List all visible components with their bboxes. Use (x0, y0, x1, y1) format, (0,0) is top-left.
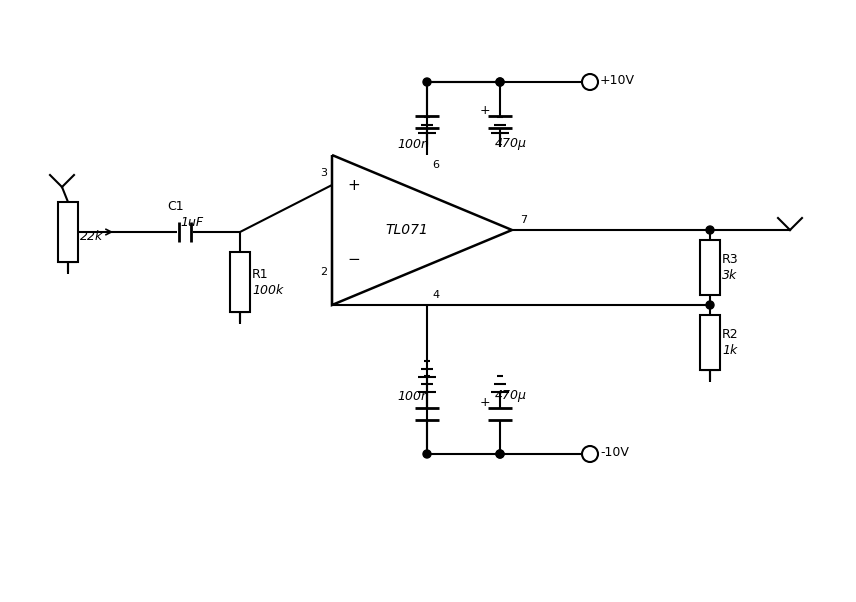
Text: +: + (480, 104, 490, 117)
Text: 100k: 100k (252, 284, 283, 297)
Text: +10V: +10V (600, 73, 635, 87)
Circle shape (706, 301, 714, 309)
Text: 470μ: 470μ (495, 137, 527, 150)
Text: 470μ: 470μ (495, 389, 527, 403)
Text: 1k: 1k (722, 344, 737, 357)
Text: 100n: 100n (397, 389, 429, 403)
Circle shape (496, 78, 504, 86)
Text: −: − (348, 252, 360, 267)
Circle shape (582, 446, 598, 462)
FancyBboxPatch shape (700, 240, 720, 295)
Circle shape (423, 450, 431, 458)
Circle shape (496, 450, 504, 458)
Circle shape (496, 78, 504, 86)
Text: 3k: 3k (722, 269, 737, 282)
Text: 100n: 100n (397, 137, 429, 150)
Text: 22k: 22k (80, 231, 104, 243)
Text: TL071: TL071 (385, 223, 429, 237)
Text: C1: C1 (167, 200, 184, 214)
Text: R3: R3 (722, 253, 739, 266)
Text: -10V: -10V (600, 445, 629, 459)
Text: 4: 4 (432, 290, 439, 300)
Text: 7: 7 (520, 215, 527, 225)
Text: 2: 2 (320, 267, 327, 277)
Circle shape (423, 78, 431, 86)
Text: 1uF: 1uF (180, 216, 203, 229)
Circle shape (496, 450, 504, 458)
Circle shape (582, 74, 598, 90)
Text: 3: 3 (320, 168, 327, 178)
Text: +: + (348, 178, 360, 193)
FancyBboxPatch shape (700, 315, 720, 370)
Text: 6: 6 (432, 160, 439, 170)
Circle shape (706, 226, 714, 234)
FancyBboxPatch shape (58, 202, 78, 262)
Text: R1: R1 (252, 267, 269, 281)
Text: R2: R2 (722, 328, 739, 341)
Text: +: + (480, 396, 490, 409)
FancyBboxPatch shape (230, 252, 250, 312)
